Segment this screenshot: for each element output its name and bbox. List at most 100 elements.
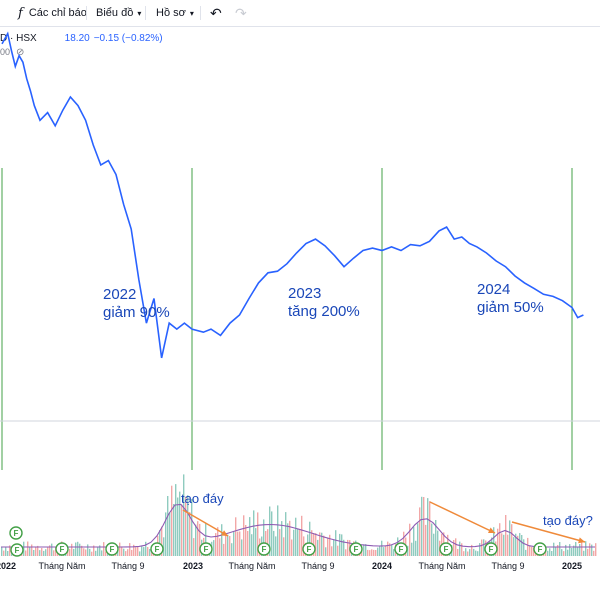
volume-bar bbox=[339, 533, 341, 556]
volume-bar bbox=[279, 529, 281, 556]
volume-bar bbox=[475, 550, 477, 556]
chart-menu-button[interactable]: Biểu đồ ▾ bbox=[96, 0, 141, 26]
volume-bar bbox=[579, 544, 581, 556]
volume-bar bbox=[161, 526, 163, 556]
volume-bar bbox=[135, 547, 137, 556]
volume-bar bbox=[571, 548, 573, 556]
x-tick-label: Tháng 9 bbox=[491, 561, 524, 571]
trend-arrow bbox=[511, 521, 586, 544]
volume-bar bbox=[99, 545, 101, 556]
svg-text:F: F bbox=[60, 545, 65, 554]
volume-bar bbox=[187, 495, 189, 556]
volume-bar bbox=[91, 551, 93, 556]
annotation-bottom-2: tạo đáy? bbox=[543, 513, 593, 528]
volume-bar bbox=[463, 551, 465, 556]
volume-bar bbox=[473, 548, 475, 556]
volume-bar bbox=[407, 545, 409, 556]
volume-bar bbox=[131, 549, 133, 556]
volume-bar bbox=[121, 546, 123, 556]
redo-button[interactable]: ↷ bbox=[235, 0, 247, 26]
volume-pane bbox=[1, 474, 597, 556]
volume-bar bbox=[327, 537, 329, 556]
chevron-down-icon: ▾ bbox=[137, 8, 142, 18]
volume-bar bbox=[555, 547, 557, 556]
volume-bar bbox=[45, 549, 47, 556]
volume-bar bbox=[221, 524, 223, 556]
volume-bar bbox=[393, 549, 395, 556]
volume-bar bbox=[553, 542, 555, 556]
volume-bar bbox=[511, 524, 513, 556]
volume-bar bbox=[581, 541, 583, 556]
volume-bar bbox=[585, 541, 587, 556]
volume-bar bbox=[169, 512, 171, 556]
volume-bar bbox=[181, 504, 183, 556]
volume-bar bbox=[7, 551, 9, 556]
volume-bar bbox=[413, 527, 415, 556]
volume-bar bbox=[333, 539, 335, 556]
volume-bar bbox=[369, 550, 371, 556]
volume-bar bbox=[453, 540, 455, 556]
svg-text:F: F bbox=[399, 545, 404, 554]
volume-bar bbox=[431, 523, 433, 556]
volume-bar bbox=[137, 546, 139, 556]
svg-text:F: F bbox=[489, 545, 494, 554]
volume-bar bbox=[437, 530, 439, 556]
volume-bar bbox=[81, 545, 83, 556]
symbol-label[interactable]: D · HSX bbox=[0, 32, 37, 44]
volume-bar bbox=[179, 491, 181, 556]
profile-menu-button[interactable]: Hồ sơ ▾ bbox=[156, 0, 194, 26]
volume-bar bbox=[23, 541, 25, 556]
volume-bar bbox=[373, 549, 375, 556]
event-badge: F bbox=[439, 542, 453, 556]
volume-bar bbox=[317, 539, 319, 556]
volume-bar bbox=[197, 521, 199, 556]
volume-bar bbox=[457, 549, 459, 556]
indicators-button[interactable]: f Các chỉ báo bbox=[18, 0, 87, 26]
volume-bar bbox=[319, 532, 321, 556]
volume-bar bbox=[497, 528, 499, 556]
event-badge: F bbox=[484, 542, 498, 556]
volume-bar bbox=[325, 547, 327, 556]
volume-bar bbox=[361, 550, 363, 556]
x-tick-label: 2023 bbox=[183, 561, 203, 571]
undo-icon: ↶ bbox=[210, 4, 222, 21]
volume-bar bbox=[223, 543, 225, 556]
event-badge: F bbox=[9, 526, 23, 540]
volume-bar bbox=[481, 539, 483, 556]
volume-bar bbox=[247, 531, 249, 556]
volume-bar bbox=[149, 549, 151, 556]
volume-bar bbox=[471, 544, 473, 556]
volume-bar bbox=[225, 533, 227, 556]
volume-bar bbox=[9, 545, 11, 556]
volume-bar bbox=[375, 550, 377, 556]
event-badge: F bbox=[150, 542, 164, 556]
volume-bar bbox=[47, 546, 49, 556]
x-tick-label: Tháng 9 bbox=[301, 561, 334, 571]
volume-bar bbox=[521, 535, 523, 556]
volume-bar bbox=[513, 537, 515, 556]
volume-bar bbox=[595, 543, 597, 556]
volume-bar bbox=[241, 539, 243, 556]
eye-hidden-icon[interactable]: ⊘ bbox=[16, 46, 25, 58]
event-badge: F bbox=[10, 543, 24, 557]
event-badge: F bbox=[302, 542, 316, 556]
volume-bar bbox=[337, 545, 339, 556]
volume-bar bbox=[27, 541, 29, 556]
volume-bar bbox=[591, 544, 593, 556]
x-axis: 2022 Tháng Năm Tháng 9 2023 Tháng Năm Tháng 9… bbox=[0, 561, 582, 571]
volume-bar bbox=[477, 551, 479, 556]
volume-bar bbox=[459, 541, 461, 556]
period-markers bbox=[1, 168, 573, 470]
volume-bar bbox=[269, 506, 271, 556]
undo-button[interactable]: ↶ bbox=[210, 0, 222, 26]
volume-bar bbox=[371, 549, 373, 556]
volume-bar bbox=[525, 549, 527, 556]
volume-bar bbox=[95, 550, 97, 556]
volume-bar bbox=[49, 545, 51, 556]
volume-bar bbox=[219, 538, 221, 556]
volume-bar bbox=[301, 515, 303, 556]
chevron-down-icon: ▾ bbox=[189, 8, 194, 18]
volume-bar bbox=[563, 551, 565, 556]
volume-bar bbox=[501, 533, 503, 556]
